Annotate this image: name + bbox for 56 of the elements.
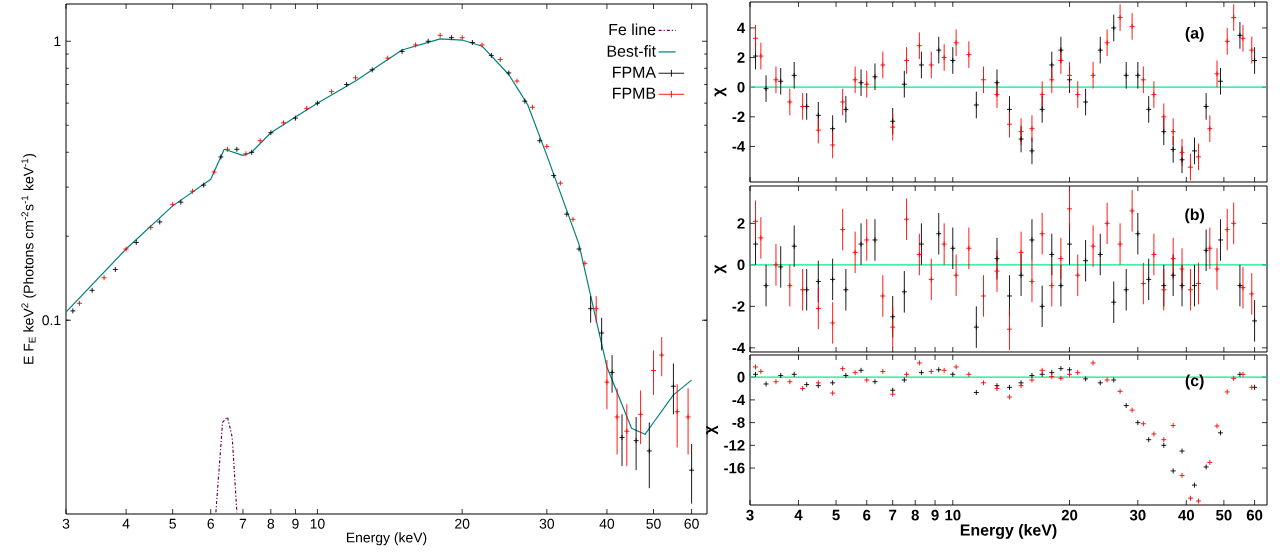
y-tick-label: 2 (737, 218, 745, 229)
y-tick-label: -4 (732, 342, 746, 353)
x-tick-label: 3 (62, 518, 70, 529)
x-tick-label: 30 (1129, 509, 1146, 521)
y-tick-label: -4 (732, 141, 746, 152)
legend-label: Best-fit (607, 45, 656, 57)
x-tick-label: 6 (207, 518, 215, 529)
x-tick-label: 60 (1246, 509, 1263, 521)
x-tick-label: 50 (646, 518, 661, 529)
x-tick-label: 20 (1061, 509, 1078, 521)
x-tick-label: 8 (911, 509, 919, 521)
x-tick-label: 10 (945, 509, 961, 521)
x-tick-label: 50 (1216, 509, 1232, 521)
annotation: (a) (1185, 26, 1204, 42)
x-tick-label: 9 (292, 518, 299, 529)
annotation: (c) (1185, 374, 1204, 390)
y-tick-label: -16 (724, 462, 745, 474)
x-axis-title: Energy (keV) (346, 532, 427, 546)
y-axis-title: χ (714, 87, 727, 97)
x-tick-label: 40 (1178, 509, 1194, 521)
legend-label: FPMA (613, 66, 656, 78)
x-tick-label: 8 (267, 518, 275, 529)
annotation: (b) (1185, 208, 1205, 224)
y-tick-label: 0 (737, 81, 745, 93)
x-tick-label: 20 (455, 518, 470, 529)
x-tick-label: 5 (832, 509, 840, 521)
x-tick-label: 7 (239, 518, 247, 529)
legend-label: Fe line (609, 23, 656, 36)
x-tick-label: 4 (122, 518, 130, 529)
x-tick-label: 30 (539, 518, 555, 529)
y-tick-label: 0 (737, 371, 745, 383)
x-tick-label: 40 (599, 518, 615, 529)
line-series (215, 416, 238, 513)
y-tick-label: -2 (732, 301, 745, 312)
x-tick-label: 10 (310, 518, 325, 529)
y-tick-label: -4 (732, 394, 746, 406)
y-tick-label: 1 (54, 36, 61, 47)
x-tick-label: 5 (169, 518, 176, 529)
x-tick-label: 60 (684, 518, 699, 529)
y-tick-label: -12 (724, 440, 745, 451)
x-tick-label: 9 (931, 509, 939, 521)
x-tick-label: 3 (746, 509, 754, 521)
y-tick-label: 4 (737, 22, 746, 34)
x-tick-label: 7 (889, 509, 897, 521)
x-tick-label: 6 (863, 509, 871, 521)
x-tick-label: 4 (794, 509, 803, 521)
legend-label: FPMB (613, 87, 656, 99)
y-tick-label: -8 (732, 417, 745, 428)
y-axis-title: χ (706, 425, 719, 435)
y-axis-title: χ (714, 264, 727, 274)
y-tick-label: 0.1 (42, 315, 61, 326)
text: E F$_{E}$ keV$^{2}$ (Photons cm$^{-2}$s$^{-1}$ keV$^{-1}$) (21, 153, 37, 364)
y-tick-label: -2 (732, 111, 745, 123)
y-tick-label: 0 (737, 259, 745, 271)
x-axis-title: Energy (keV) (960, 523, 1057, 539)
y-tick-label: 2 (737, 52, 745, 63)
